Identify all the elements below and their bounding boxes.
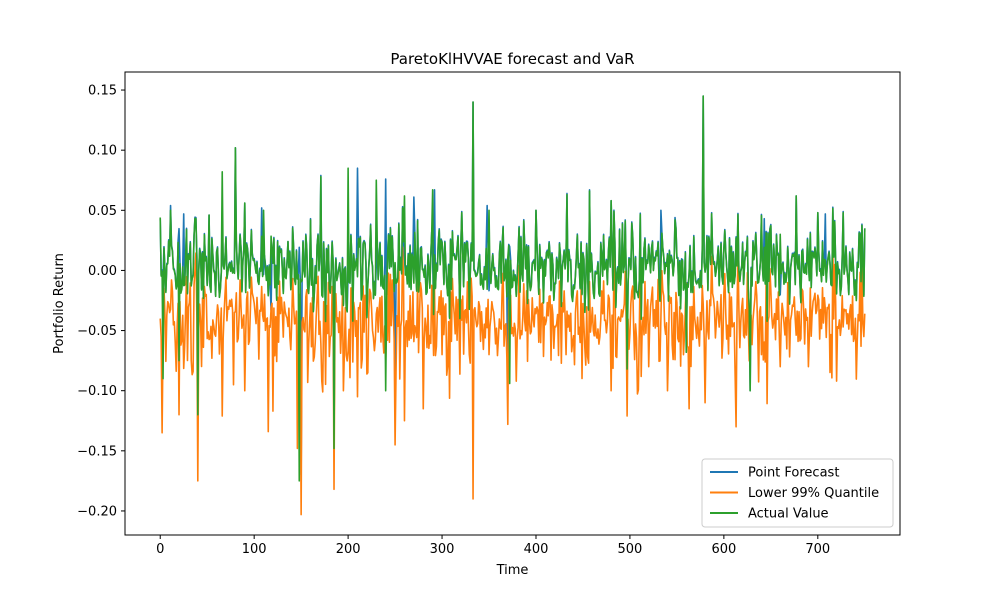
series-layer [159,95,866,516]
y-tick-label: 0.00 [88,264,117,279]
x-tick-label: 300 [430,542,455,557]
y-tick-label: 0.05 [88,204,117,219]
series-line-2 [159,95,866,482]
x-tick-label: 100 [242,542,267,557]
x-tick-label: 200 [336,542,361,557]
x-tick-label: 0 [156,542,164,557]
x-tick-label: 500 [618,542,643,557]
y-tick-label: −0.20 [77,504,117,519]
chart-title: ParetoKlHVVAE forecast and VaR [390,50,634,68]
y-tick-label: 0.10 [88,144,117,159]
axes-frame [124,71,901,536]
x-tick-label: 600 [711,542,736,557]
x-tick-label: 700 [805,542,830,557]
legend-label: Actual Value [748,507,829,522]
y-tick-label: −0.05 [77,324,117,339]
x-axis: 0 100 200 300 400 500 600 700 [156,535,830,557]
y-tick-label: −0.10 [77,384,117,399]
x-axis-label: Time [496,563,529,578]
legend-label: Lower 99% Quantile [748,486,879,501]
y-tick-label: −0.15 [77,444,117,459]
legend-box [701,458,894,528]
y-tick-label: 0.15 [88,84,117,99]
y-axis-label: Portfolio Return [52,253,67,354]
legend: Point Forecast Lower 99% Quantile Actual V… [701,458,894,528]
legend-label: Point Forecast [748,466,839,481]
x-tick-label: 400 [524,542,549,557]
y-axis: −0.20 −0.15 −0.10 −0.05 0.00 0.05 0.10 0.15 [77,84,125,519]
